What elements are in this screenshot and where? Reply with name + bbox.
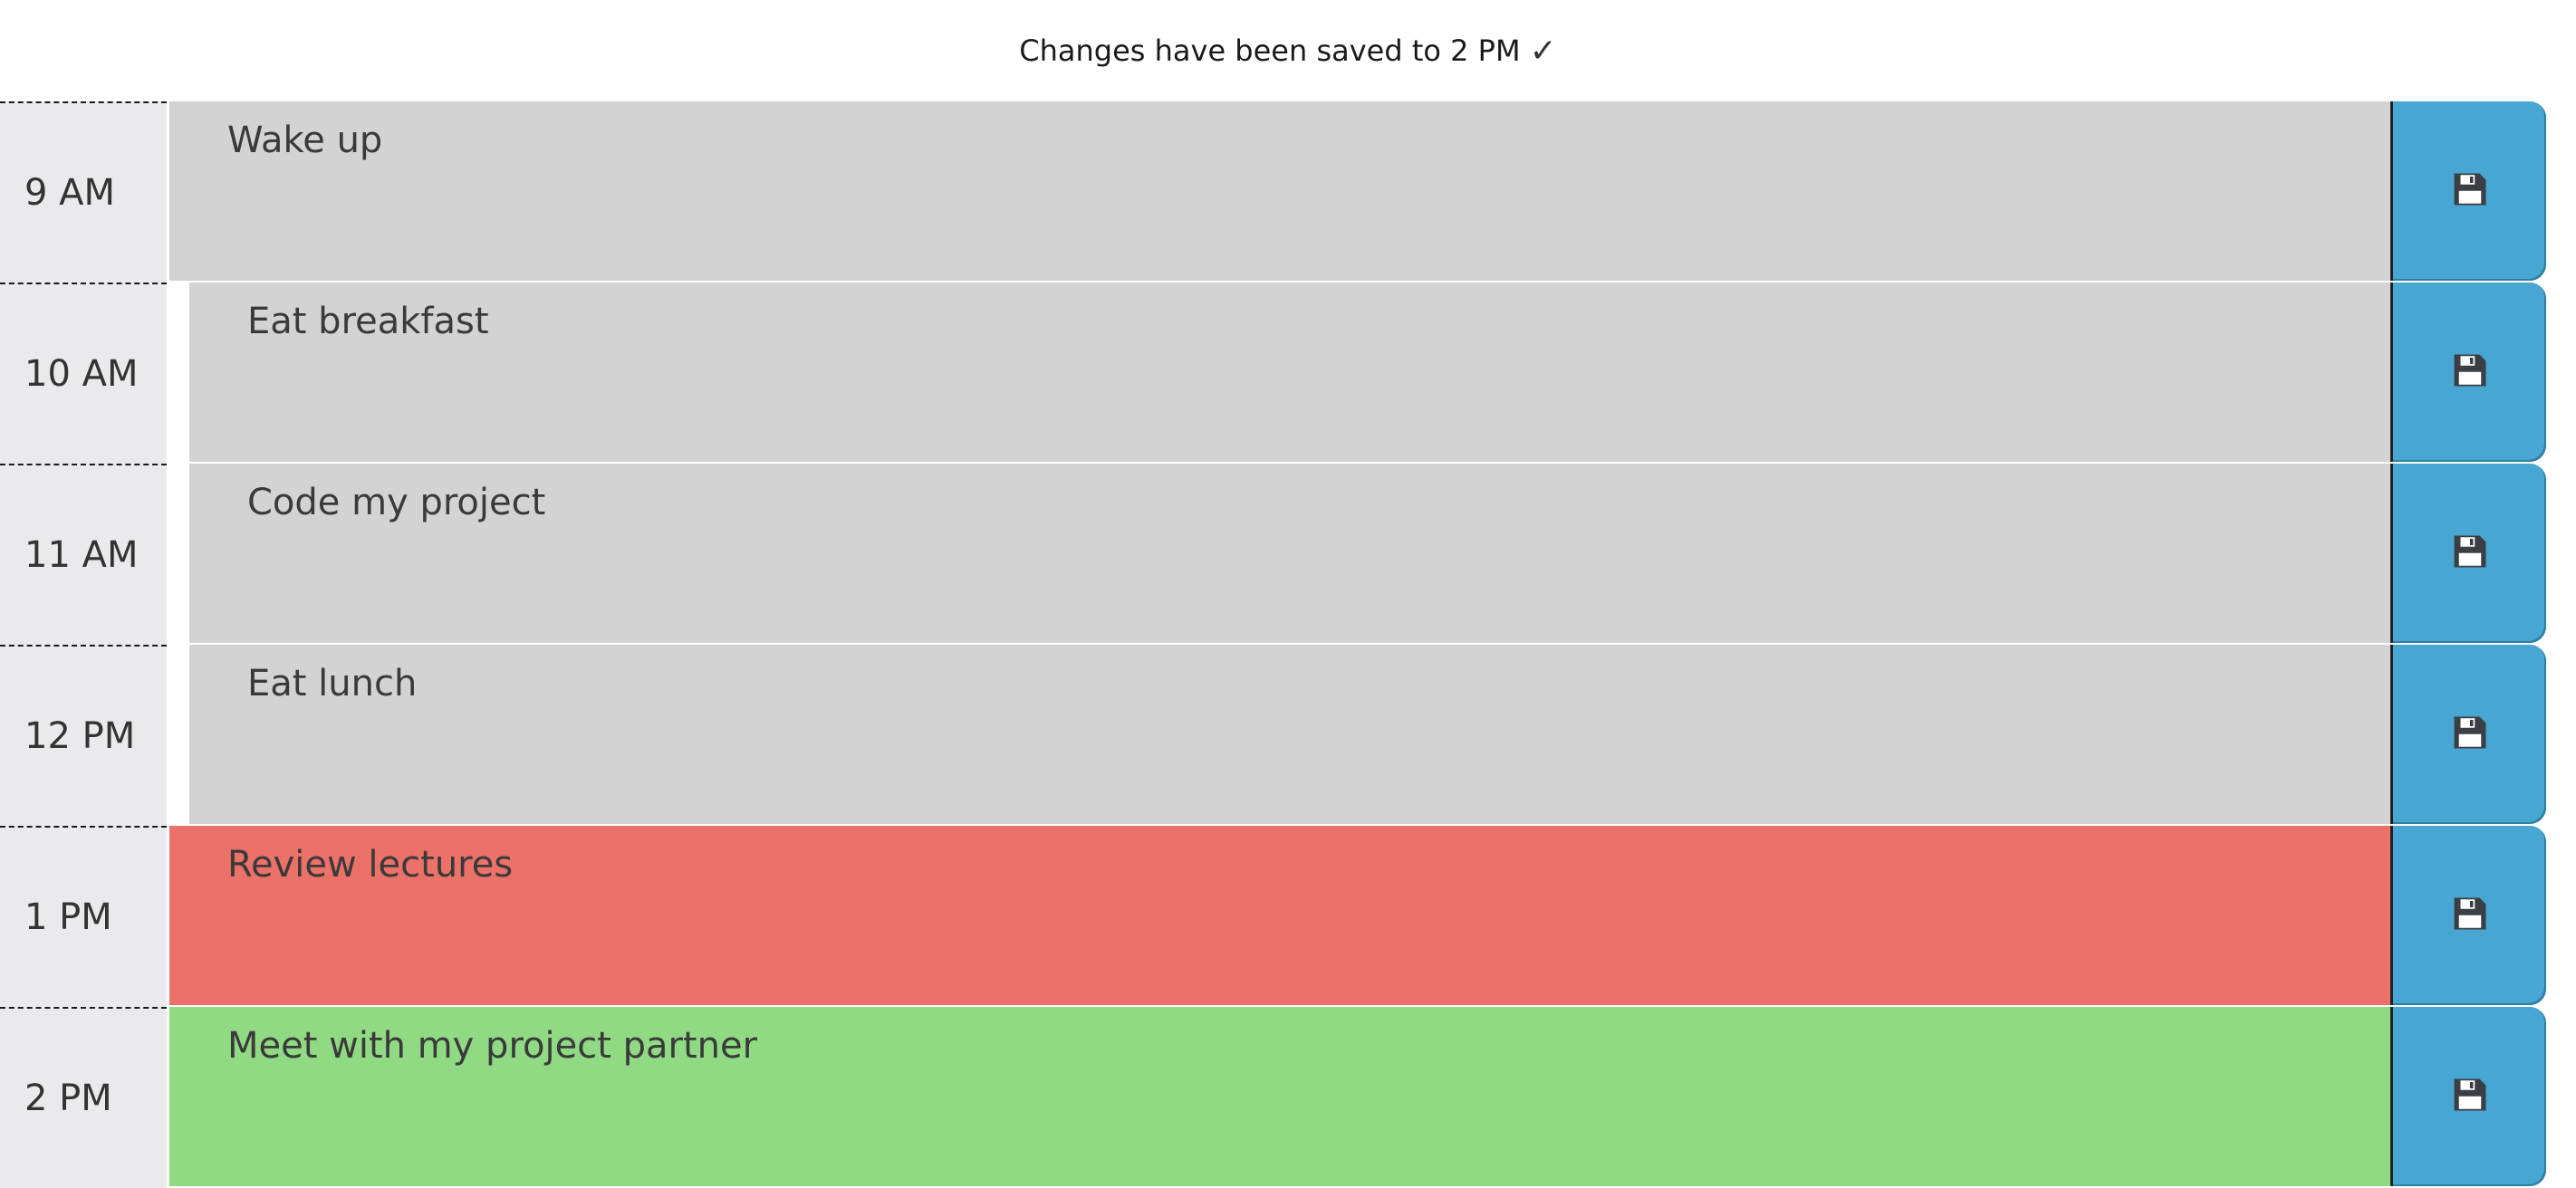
event-description-input[interactable]: Wake up	[168, 101, 2390, 281]
floppy-disk-icon	[2451, 170, 2489, 212]
hour-label: 2 PM	[0, 1007, 167, 1188]
hour-label: 12 PM	[0, 645, 167, 826]
save-button[interactable]	[2390, 283, 2546, 462]
save-button[interactable]	[2390, 1007, 2546, 1186]
event-description-input[interactable]: Eat breakfast	[188, 283, 2390, 462]
save-status-text: Changes have been saved to 2 PM	[1019, 34, 1521, 68]
event-description-input[interactable]: Meet with my project partner	[168, 1007, 2390, 1186]
floppy-disk-icon	[2451, 351, 2489, 393]
event-description-input[interactable]: Code my project	[188, 464, 2390, 643]
row-divider	[168, 643, 2390, 645]
save-button[interactable]	[2390, 826, 2546, 1005]
save-status-message: Changes have been saved to 2 PM ✓	[0, 0, 2576, 101]
floppy-disk-icon	[2451, 1076, 2489, 1117]
time-block-row: 2 PM Meet with my project partner	[0, 1007, 2576, 1188]
row-divider	[168, 824, 2390, 826]
event-description-input[interactable]: Review lectures	[168, 826, 2390, 1005]
hour-label: 1 PM	[0, 826, 167, 1007]
hour-label: 11 AM	[0, 464, 167, 645]
event-description-input[interactable]: Eat lunch	[188, 645, 2390, 824]
hour-label: 10 AM	[0, 283, 167, 464]
time-block-row: 11 AM Code my project	[0, 464, 2576, 645]
checkmark-icon: ✓	[1529, 32, 1557, 70]
hour-label: 9 AM	[0, 101, 167, 283]
save-button[interactable]	[2390, 645, 2546, 824]
row-divider	[168, 281, 2390, 283]
save-button[interactable]	[2390, 101, 2546, 281]
time-block-row: 1 PM Review lectures	[0, 826, 2576, 1007]
time-block-row: 12 PM Eat lunch	[0, 645, 2576, 826]
row-divider	[168, 1005, 2390, 1007]
time-block-row: 10 AM Eat breakfast	[0, 283, 2576, 464]
floppy-disk-icon	[2451, 532, 2489, 574]
floppy-disk-icon	[2451, 895, 2489, 936]
floppy-disk-icon	[2451, 714, 2489, 755]
time-block-row: 9 AM Wake up	[0, 101, 2576, 283]
save-button[interactable]	[2390, 464, 2546, 643]
row-divider	[168, 462, 2390, 464]
schedule: 9 AM Wake up 10 AM Eat breakfast 11 AM C…	[0, 101, 2576, 1188]
